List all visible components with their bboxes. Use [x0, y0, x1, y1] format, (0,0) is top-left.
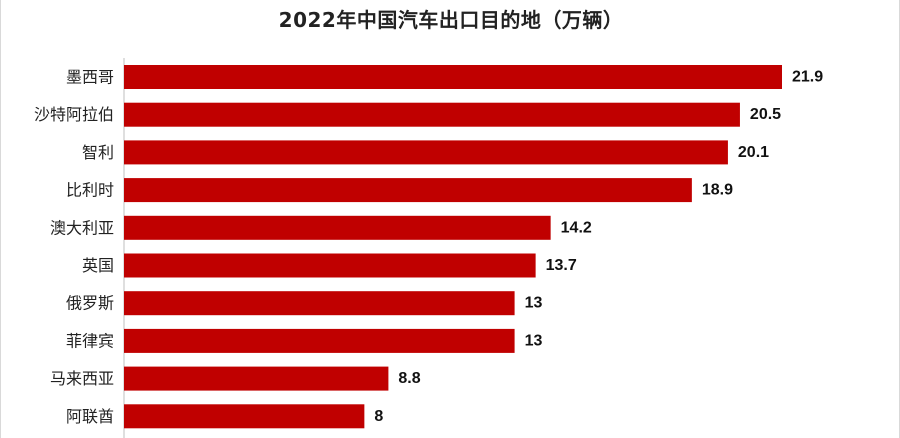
category-label: 菲律宾	[66, 331, 114, 350]
bar	[124, 404, 365, 429]
category-label: 澳大利亚	[50, 218, 114, 237]
bar	[124, 215, 551, 240]
bar	[124, 102, 740, 127]
bar	[124, 366, 389, 391]
category-label: 智利	[82, 143, 114, 162]
category-label: 比利时	[66, 181, 114, 200]
category-label: 马来西亚	[50, 369, 114, 388]
bar	[124, 328, 515, 353]
category-label: 沙特阿拉伯	[34, 105, 114, 124]
value-label: 13.7	[546, 257, 577, 274]
value-label: 13	[525, 295, 543, 312]
value-label: 21.9	[792, 69, 823, 86]
bar	[124, 291, 515, 316]
chart-title: 2022年中国汽车出口目的地（万辆）	[278, 8, 624, 32]
value-label: 13	[525, 332, 543, 349]
value-label: 20.5	[750, 106, 781, 123]
bar	[124, 65, 782, 89]
value-label: 14.2	[561, 219, 592, 236]
bar	[124, 140, 728, 165]
category-label: 阿联酋	[66, 407, 114, 426]
value-label: 20.1	[738, 144, 769, 161]
category-label: 英国	[82, 256, 114, 275]
value-label: 18.9	[702, 182, 733, 199]
bar	[124, 253, 536, 278]
value-label: 8.8	[398, 370, 420, 387]
category-label: 俄罗斯	[66, 294, 114, 313]
value-label: 8	[374, 408, 383, 425]
category-label: 墨西哥	[66, 68, 114, 87]
bar	[124, 178, 692, 203]
